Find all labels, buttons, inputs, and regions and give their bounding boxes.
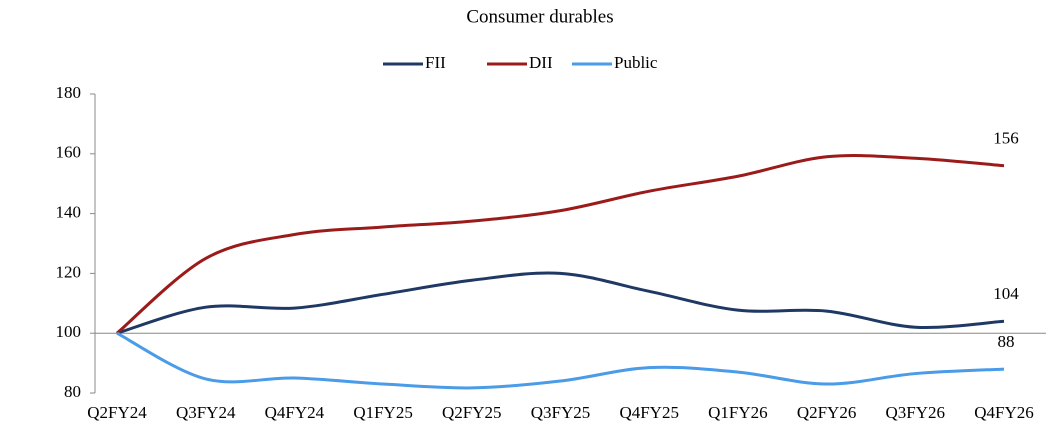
series-line [116, 331, 1005, 390]
y-tick-label: 100 [56, 322, 82, 341]
x-tick-label: Q3FY25 [531, 403, 591, 422]
series-line [116, 154, 1005, 335]
x-tick-label: Q2FY26 [797, 403, 857, 422]
data-label: 156 [993, 129, 1019, 148]
x-tick-label: Q2FY24 [87, 403, 147, 422]
x-tick-label: Q4FY26 [974, 403, 1034, 422]
x-tick-label: Q2FY25 [442, 403, 502, 422]
y-tick-label: 80 [64, 382, 81, 401]
y-tick-label: 180 [56, 83, 82, 102]
x-tick-label: Q4FY25 [619, 403, 679, 422]
legend-label: DII [529, 53, 553, 72]
x-tick-label: Q1FY26 [708, 403, 768, 422]
chart-title: Consumer durables [466, 6, 613, 27]
y-tick-label: 160 [56, 143, 82, 162]
data-label: 104 [993, 284, 1019, 303]
x-tick-label: Q3FY24 [176, 403, 236, 422]
series-line [116, 271, 1005, 335]
y-tick-label: 120 [56, 262, 82, 281]
legend-label: FII [425, 53, 446, 72]
x-tick-label: Q1FY25 [353, 403, 413, 422]
x-tick-label: Q4FY24 [265, 403, 325, 422]
legend-label: Public [614, 53, 658, 72]
x-tick-label: Q3FY26 [886, 403, 946, 422]
y-tick-label: 140 [56, 203, 82, 222]
data-label: 88 [998, 332, 1015, 351]
